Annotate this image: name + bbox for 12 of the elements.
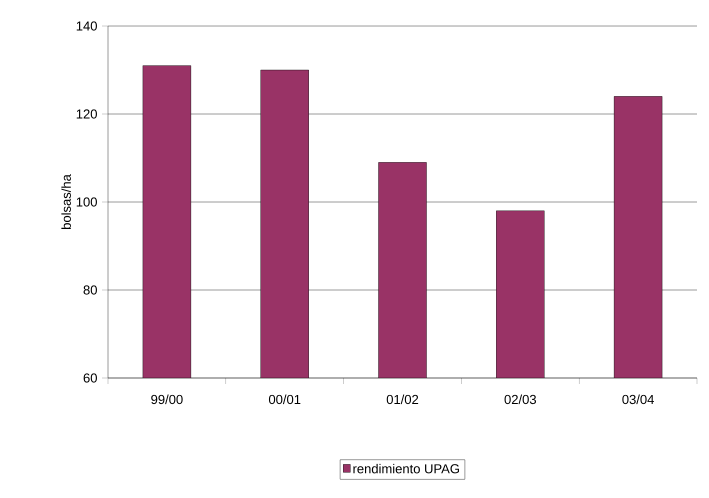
x-tick-label: 03/04	[622, 394, 654, 404]
y-tick-label: 80	[84, 285, 97, 295]
y-tick-label: 120	[76, 109, 97, 119]
x-tick-label: 01/02	[386, 394, 418, 404]
x-tick-label: 00/01	[268, 394, 300, 404]
y-tick-label: 100	[76, 197, 97, 207]
x-tick-label: 02/03	[504, 394, 536, 404]
y-axis-title: bolsas/ha	[61, 174, 71, 229]
y-tick-label: 140	[76, 21, 97, 31]
y-tick-label: 60	[84, 373, 97, 383]
x-tick-label: 99/00	[151, 394, 183, 404]
legend-label: rendimiento UPAG	[353, 464, 459, 474]
